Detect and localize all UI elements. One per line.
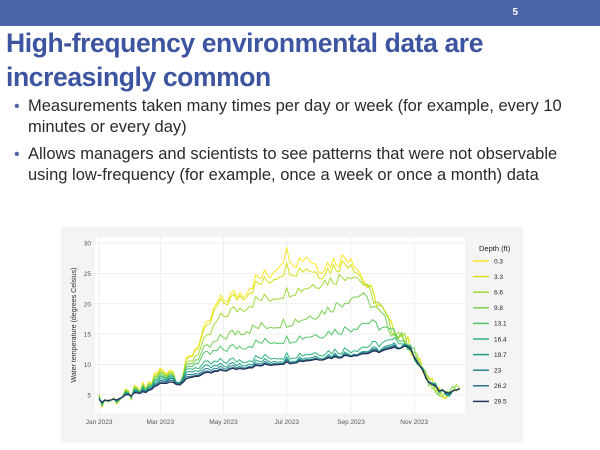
x-tick-label: Mar 2023 (147, 419, 175, 426)
legend-label: 0.3 (494, 258, 503, 265)
x-tick-label: Nov 2023 (400, 419, 428, 426)
series-line (98, 342, 460, 405)
legend-label: 13.1 (494, 321, 507, 328)
series-line (98, 337, 460, 405)
bullet-list: • Measurements taken many times per day … (12, 96, 597, 192)
y-tick-label: 25 (84, 271, 92, 278)
water-temperature-chart: 5 10 15 20 25 30 Jan 2023 Mar 2023 May 2023 Jul 2… (71, 237, 511, 426)
legend-label: 19.7 (494, 352, 507, 359)
y-axis-label: Water temperature (degrees Celsius) (71, 268, 78, 383)
y-tick-label: 5 (87, 392, 91, 399)
legend-title: Depth (ft) (479, 244, 511, 253)
y-tick-label: 10 (84, 362, 92, 369)
bullet-text: Allows managers and scientists to see pa… (28, 145, 558, 184)
slide-title: High-frequency environmental data are in… (6, 28, 484, 92)
bullet-item: • Measurements taken many times per day … (12, 96, 597, 138)
legend-label: 3.3 (494, 274, 503, 281)
bullet-item: • Allows managers and scientists to see … (12, 144, 597, 186)
x-tick-label: Sep 2023 (337, 419, 365, 426)
series-line (98, 274, 461, 407)
x-tick-label: Jul 2023 (274, 419, 299, 426)
legend-label: 23 (494, 368, 502, 375)
legend-label: 9.8 (494, 305, 503, 312)
series-line (98, 260, 461, 408)
y-tick-label: 15 (84, 332, 92, 339)
series-line (98, 345, 461, 403)
slide-header-bar: 5 (0, 0, 600, 26)
bullet-dot-icon: • (14, 98, 20, 115)
legend-label: 16.4 (494, 336, 507, 343)
chart-image: 5 10 15 20 25 30 Jan 2023 Mar 2023 May 2023 Jul 2… (61, 227, 523, 443)
legend-label: 29.5 (494, 399, 507, 406)
legend-label: 26.2 (494, 383, 507, 390)
bullet-dot-icon: • (14, 146, 20, 163)
x-tick-label: May 2023 (209, 419, 238, 426)
series-line (98, 319, 461, 406)
bullet-text: Measurements taken many times per day or… (28, 97, 562, 136)
legend-label: 6.6 (494, 290, 503, 297)
y-tick-label: 20 (84, 301, 92, 308)
slide-number: 5 (512, 7, 518, 18)
y-tick-label: 30 (84, 241, 92, 248)
x-tick-label: Jan 2023 (86, 419, 113, 426)
